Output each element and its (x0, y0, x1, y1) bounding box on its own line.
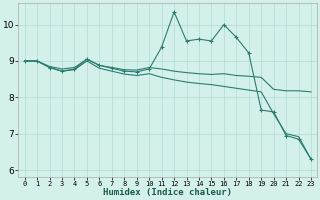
X-axis label: Humidex (Indice chaleur): Humidex (Indice chaleur) (103, 188, 232, 197)
